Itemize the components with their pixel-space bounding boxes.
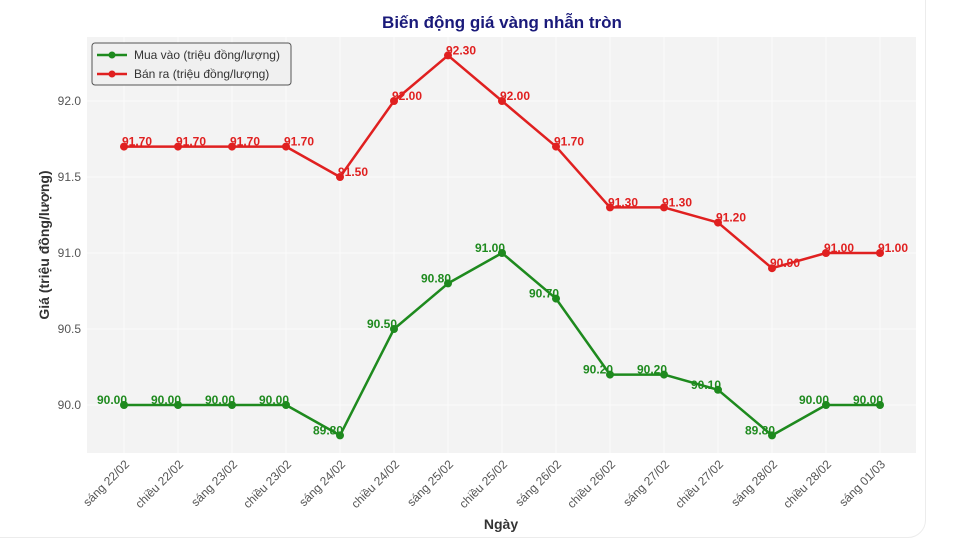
data-point bbox=[120, 401, 128, 409]
data-label: 91.70 bbox=[554, 135, 584, 149]
x-tick-label: chiều 26/02 bbox=[564, 457, 618, 511]
data-label: 90.10 bbox=[691, 378, 721, 392]
data-point bbox=[282, 401, 290, 409]
data-label: 92.00 bbox=[392, 89, 422, 103]
legend: Mua vào (triệu đồng/lượng) Bán ra (triệu… bbox=[91, 42, 292, 86]
data-label: 90.00 bbox=[97, 393, 127, 407]
x-tick-label: sáng 25/02 bbox=[404, 457, 456, 509]
legend-label-sell: Bán ra (triệu đồng/lượng) bbox=[134, 67, 269, 81]
data-label: 90.20 bbox=[637, 363, 667, 377]
data-point bbox=[498, 97, 506, 105]
data-point bbox=[714, 385, 722, 394]
data-point bbox=[876, 401, 884, 409]
x-tick-label: chiều 27/02 bbox=[672, 457, 726, 511]
x-tick-label: chiều 25/02 bbox=[456, 457, 510, 511]
data-point bbox=[606, 370, 614, 379]
data-point bbox=[444, 279, 452, 288]
data-point bbox=[768, 264, 776, 273]
data-label: 90.00 bbox=[853, 393, 883, 407]
x-tick-label: sáng 22/02 bbox=[80, 457, 132, 509]
data-label: 90.90 bbox=[770, 256, 800, 270]
y-tick-label: 91.5 bbox=[58, 170, 82, 184]
data-point bbox=[876, 249, 884, 257]
x-tick-label: sáng 24/02 bbox=[296, 457, 348, 509]
data-label: 89.80 bbox=[313, 423, 343, 437]
y-tick-label: 90.0 bbox=[58, 398, 82, 412]
data-label: 91.70 bbox=[176, 135, 206, 149]
data-label: 91.70 bbox=[284, 135, 314, 149]
legend-label-buy: Mua vào (triệu đồng/lượng) bbox=[134, 48, 280, 62]
x-tick-label: sáng 23/02 bbox=[188, 457, 240, 509]
y-tick-label: 90.5 bbox=[58, 322, 82, 336]
data-label: 90.70 bbox=[529, 287, 559, 301]
x-tick-label: sáng 26/02 bbox=[512, 457, 564, 509]
data-label: 91.30 bbox=[662, 195, 692, 209]
y-axis-ticks: 90.0 90.5 91.0 91.5 92.0 bbox=[58, 94, 82, 412]
data-point bbox=[660, 203, 668, 212]
data-point bbox=[390, 97, 398, 105]
y-tick-label: 91.0 bbox=[58, 246, 82, 260]
x-tick-label: sáng 28/02 bbox=[728, 457, 780, 509]
data-label: 91.50 bbox=[338, 165, 368, 179]
data-label: 91.30 bbox=[608, 195, 638, 209]
data-label: 92.30 bbox=[446, 43, 476, 57]
legend-item-buy: Mua vào (triệu đồng/lượng) bbox=[97, 48, 280, 62]
data-label: 90.00 bbox=[799, 393, 829, 407]
data-label: 91.00 bbox=[475, 241, 505, 255]
data-point bbox=[822, 401, 830, 409]
data-label: 91.20 bbox=[716, 211, 746, 225]
x-tick-label: chiều 28/02 bbox=[780, 457, 834, 511]
data-point bbox=[120, 142, 128, 151]
data-point bbox=[174, 142, 182, 151]
data-label: 91.70 bbox=[122, 135, 152, 149]
data-label: 90.20 bbox=[583, 363, 613, 377]
data-label: 92.00 bbox=[500, 89, 530, 103]
data-point bbox=[660, 370, 668, 379]
x-tick-label: sáng 27/02 bbox=[620, 457, 672, 509]
x-tick-label: chiều 24/02 bbox=[348, 457, 402, 511]
data-point bbox=[444, 51, 452, 60]
series-lines bbox=[120, 51, 884, 440]
data-point bbox=[282, 142, 290, 151]
data-point bbox=[498, 249, 506, 257]
data-label: 91.00 bbox=[824, 241, 854, 255]
data-label: 90.00 bbox=[259, 393, 289, 407]
data-label: 90.00 bbox=[205, 393, 235, 407]
data-point bbox=[768, 431, 776, 440]
data-point bbox=[390, 325, 398, 333]
data-point bbox=[174, 401, 182, 409]
data-point bbox=[336, 431, 344, 440]
data-label: 91.70 bbox=[230, 135, 260, 149]
data-label: 91.00 bbox=[878, 241, 908, 255]
data-point bbox=[552, 142, 560, 151]
x-tick-label: chiều 22/02 bbox=[132, 457, 186, 511]
data-point bbox=[228, 142, 236, 151]
data-label: 90.50 bbox=[367, 317, 397, 331]
red-marker-icon bbox=[108, 70, 116, 78]
legend-item-sell: Bán ra (triệu đồng/lượng) bbox=[97, 67, 269, 81]
x-tick-label: sáng 01/03 bbox=[836, 457, 888, 509]
data-point bbox=[228, 401, 236, 409]
data-label: 90.00 bbox=[151, 393, 181, 407]
data-point bbox=[822, 249, 830, 257]
x-axis-ticks: sáng 22/02 chiều 22/02 sáng 23/02 chiều 23/… bbox=[80, 457, 888, 511]
data-label: 90.80 bbox=[421, 271, 451, 285]
data-labels: 90.00 90.00 90.00 90.00 89.80 90.50 90.80 91.00… bbox=[97, 43, 908, 437]
y-tick-label: 92.0 bbox=[58, 94, 82, 108]
chart-title: Biến động giá vàng nhẫn tròn bbox=[382, 13, 622, 32]
data-point bbox=[606, 203, 614, 212]
x-tick-label: chiều 23/02 bbox=[240, 457, 294, 511]
data-point bbox=[714, 218, 722, 227]
data-point bbox=[552, 294, 560, 303]
data-point bbox=[336, 173, 344, 181]
data-label: 89.80 bbox=[745, 423, 775, 437]
y-axis-label: Giá (triệu đồng/lượng) bbox=[36, 170, 52, 319]
x-axis-label: Ngày bbox=[484, 516, 518, 532]
green-marker-icon bbox=[108, 51, 116, 59]
